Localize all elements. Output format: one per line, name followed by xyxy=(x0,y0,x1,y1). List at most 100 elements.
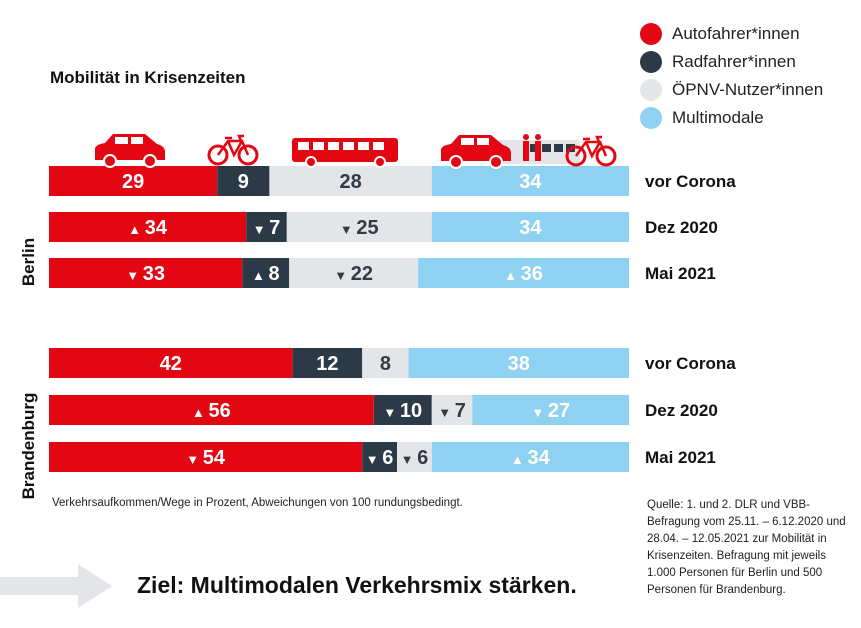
data-label: 38 xyxy=(508,353,530,375)
legend-item-multimodal: Multimodale xyxy=(640,104,823,132)
bar-segment xyxy=(431,442,629,472)
bar-segment xyxy=(373,395,432,425)
car-icon xyxy=(95,134,165,168)
legend-label: Multimodale xyxy=(672,108,764,127)
category-label: vor Corona xyxy=(645,172,736,191)
value-text: 56 xyxy=(209,400,231,422)
value-text: 34 xyxy=(519,171,542,193)
trend-arrow: ▲ xyxy=(192,405,208,420)
bar-segment xyxy=(49,212,247,242)
bar-segment xyxy=(397,442,432,472)
bus-icon xyxy=(292,138,398,168)
value-text: 9 xyxy=(238,171,249,193)
value-text: 10 xyxy=(400,400,422,422)
category-label: Mai 2021 xyxy=(645,264,716,283)
trend-arrow: ▼ xyxy=(340,222,356,237)
bar-segment xyxy=(49,395,374,425)
data-label: 34 xyxy=(519,217,542,239)
legend-label: ÖPNV-Nutzer*innen xyxy=(672,80,824,99)
value-text: 12 xyxy=(316,353,338,375)
value-text: 34 xyxy=(528,447,551,469)
legend-swatch-multimodal xyxy=(640,107,662,129)
bar-segment xyxy=(49,166,218,196)
data-label: 8 xyxy=(380,353,391,375)
source-note: Quelle: 1. und 2. DLR und VBB-Befragung … xyxy=(647,499,846,596)
bar-segment xyxy=(292,348,363,378)
footnote: Verkehrsaufkommen/Wege in Prozent, Abwei… xyxy=(52,497,463,509)
data-label: ▼ 7 xyxy=(253,217,281,239)
bar-segment xyxy=(246,212,287,242)
trend-arrow: ▲ xyxy=(252,268,268,283)
legend-item-oepnv: ÖPNV-Nutzer*innen xyxy=(640,76,823,104)
data-label: ▲ 34 xyxy=(128,217,168,239)
trend-arrow: ▼ xyxy=(126,268,142,283)
data-label: ▲ 34 xyxy=(511,447,551,469)
trend-arrow: ▼ xyxy=(334,268,350,283)
legend-item-autofahrer: Autofahrer*innen xyxy=(640,20,823,48)
data-label: ▲ 36 xyxy=(504,263,543,285)
data-label: ▼ 6 xyxy=(401,447,429,469)
value-text: 34 xyxy=(145,217,168,239)
category-label: Dez 2020 xyxy=(645,218,718,237)
bar-segment xyxy=(49,258,243,288)
bar-segment xyxy=(472,395,629,425)
value-text: 7 xyxy=(455,400,466,422)
goal-statement: Ziel: Multimodalen Verkehrsmix stärken. xyxy=(137,572,577,598)
trend-arrow: ▲ xyxy=(128,222,144,237)
bar-segment xyxy=(49,442,363,472)
value-text: 6 xyxy=(417,447,428,469)
data-label: ▲ 8 xyxy=(252,263,280,285)
bicycle-icon xyxy=(207,134,259,166)
data-label: 9 xyxy=(238,171,249,193)
trend-arrow: ▼ xyxy=(401,452,417,467)
chart-title: Mobilität in Krisenzeiten xyxy=(50,68,246,87)
trend-arrow: ▼ xyxy=(531,405,547,420)
data-label: ▲ 56 xyxy=(192,400,231,422)
bar-segment xyxy=(289,258,419,288)
legend-label: Radfahrer*innen xyxy=(672,52,796,71)
value-text: 34 xyxy=(519,217,542,239)
bar-segment xyxy=(49,348,293,378)
value-text: 6 xyxy=(382,447,393,469)
value-text: 22 xyxy=(351,263,373,285)
category-label: vor Corona xyxy=(645,354,736,373)
data-label: 28 xyxy=(339,171,361,193)
category-label: Mai 2021 xyxy=(645,448,716,467)
value-text: 8 xyxy=(268,263,279,285)
value-text: 8 xyxy=(380,353,391,375)
bar-segment xyxy=(217,166,270,196)
bar-segment xyxy=(286,212,432,242)
legend-swatch-radfahrer xyxy=(640,51,662,73)
trend-arrow: ▼ xyxy=(383,405,399,420)
bar-segment xyxy=(431,212,629,242)
value-text: 7 xyxy=(269,217,280,239)
legend-label: Autofahrer*innen xyxy=(672,24,800,43)
arrow-right-icon xyxy=(0,564,112,608)
value-text: 33 xyxy=(143,263,165,285)
value-text: 42 xyxy=(160,353,182,375)
group-label: Berlin xyxy=(19,238,38,286)
multimodal-icon xyxy=(441,134,617,169)
data-label: 29 xyxy=(122,171,144,193)
group-label: Brandenburg xyxy=(19,393,38,500)
bar-segment xyxy=(269,166,432,196)
value-text: 29 xyxy=(122,171,144,193)
value-text: 25 xyxy=(356,217,378,239)
trend-arrow: ▼ xyxy=(253,222,269,237)
legend-item-radfahrer: Radfahrer*innen xyxy=(640,48,823,76)
data-label: 42 xyxy=(160,353,182,375)
data-label: 34 xyxy=(519,171,542,193)
trend-arrow: ▼ xyxy=(438,405,454,420)
trend-arrow: ▼ xyxy=(366,452,382,467)
data-label: ▼ 27 xyxy=(531,400,570,422)
data-label: ▼ 22 xyxy=(334,263,373,285)
value-text: 54 xyxy=(203,447,226,469)
legend-swatch-oepnv xyxy=(640,79,662,101)
bar-segment xyxy=(431,395,473,425)
data-label: ▼ 7 xyxy=(438,400,466,422)
bar-segment xyxy=(242,258,290,288)
trend-arrow: ▲ xyxy=(504,268,520,283)
data-label: 12 xyxy=(316,353,338,375)
value-text: 27 xyxy=(548,400,570,422)
value-text: 28 xyxy=(339,171,361,193)
